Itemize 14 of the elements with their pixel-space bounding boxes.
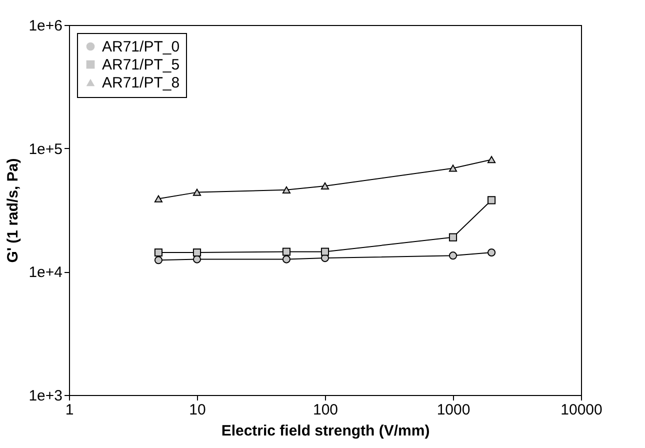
- x-tick-label: 100: [312, 402, 338, 418]
- y-tick-label: 1e+4: [28, 264, 62, 282]
- y-tick-label: 1e+3: [28, 388, 62, 404]
- x-tick-label: 10000: [560, 402, 602, 418]
- legend-label: AR71/PT_5: [102, 56, 180, 74]
- y-tick-label: 1e+6: [28, 18, 62, 34]
- legend-label: AR71/PT_8: [102, 74, 180, 92]
- y-axis-title: G' (1 rad/s, Pa): [4, 158, 22, 263]
- x-tick-label: 1000: [436, 402, 470, 418]
- x-tick-label: 1: [65, 402, 74, 418]
- y-tick-label: 1e+5: [28, 140, 62, 158]
- x-tick-label: 10: [189, 402, 206, 418]
- x-axis-title: Electric field strength (V/mm): [221, 422, 430, 440]
- legend-label: AR71/PT_0: [102, 38, 180, 56]
